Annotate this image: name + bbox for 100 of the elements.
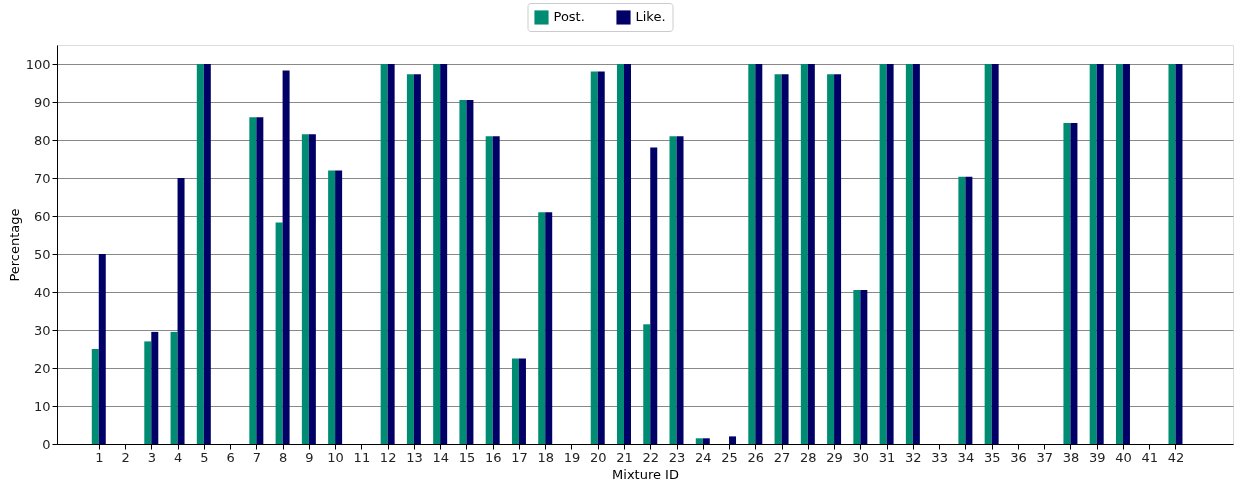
- bar: [781, 74, 789, 444]
- bar: [616, 64, 624, 444]
- legend-label: Like.: [635, 9, 666, 25]
- x-tick-label: 26: [747, 449, 765, 465]
- bar: [256, 117, 264, 444]
- y-tick-label: 50: [33, 246, 51, 262]
- bar: [1175, 64, 1183, 444]
- bar: [886, 64, 894, 444]
- bar: [440, 64, 448, 444]
- x-tick-label: 29: [826, 449, 843, 465]
- bar: [1070, 122, 1078, 444]
- x-tick-label: 31: [878, 449, 896, 465]
- bar: [879, 64, 887, 444]
- x-axis-title: Mixture ID: [612, 466, 679, 482]
- bar: [991, 64, 999, 444]
- bar: [328, 170, 336, 444]
- x-tick-label: 19: [563, 449, 581, 465]
- bar: [301, 134, 309, 444]
- x-tick-label: 34: [957, 449, 975, 465]
- bar: [676, 136, 684, 444]
- bar: [144, 341, 152, 444]
- x-tick-label: 17: [511, 449, 528, 465]
- x-tick-label: 16: [484, 449, 502, 465]
- bar: [380, 64, 388, 444]
- y-axis-title: Percentage: [6, 208, 22, 282]
- x-tick-label: 39: [1088, 449, 1106, 465]
- x-tick-label: 20: [589, 449, 607, 465]
- bar: [702, 438, 710, 444]
- x-tick-label: 12: [379, 449, 397, 465]
- bar: [827, 74, 835, 444]
- bar: [774, 74, 782, 444]
- x-tick-label: 42: [1167, 449, 1185, 465]
- bar: [1089, 64, 1097, 444]
- y-tick-label: 90: [33, 94, 51, 110]
- x-tick-label: 6: [226, 449, 235, 465]
- x-tick-label: 30: [852, 449, 870, 465]
- bar: [406, 74, 414, 444]
- x-tick-label: 32: [905, 449, 922, 465]
- x-tick-label: 10: [327, 449, 344, 465]
- x-tick-label: 13: [406, 449, 423, 465]
- x-tick-label: 1: [95, 449, 104, 465]
- bar: [755, 64, 763, 444]
- bar: [492, 136, 500, 444]
- y-tick-label: 40: [33, 284, 51, 300]
- bar: [433, 64, 441, 444]
- y-tick-label: 20: [33, 360, 51, 376]
- bar: [413, 74, 421, 444]
- bar: [1115, 64, 1123, 444]
- y-tick-label: 70: [33, 170, 51, 186]
- x-tick-label: 28: [800, 449, 817, 465]
- x-tick-label: 3: [147, 449, 156, 465]
- x-tick-label: 25: [721, 449, 738, 465]
- bar: [669, 136, 677, 444]
- bar: [91, 349, 99, 444]
- x-tick-label: 2: [121, 449, 130, 465]
- y-tick-label: 0: [42, 436, 51, 452]
- y-tick-label: 100: [25, 56, 51, 72]
- bar: [196, 64, 204, 444]
- bar: [729, 436, 737, 444]
- bar: [650, 147, 658, 444]
- bar: [275, 222, 283, 444]
- x-tick-label: 27: [773, 449, 791, 465]
- bar: [485, 136, 493, 444]
- x-tick-label: 41: [1141, 449, 1158, 465]
- x-tick-label: 21: [616, 449, 633, 465]
- x-tick-label: 4: [173, 449, 183, 465]
- bar: [518, 358, 526, 444]
- bar: [249, 117, 257, 444]
- bar: [695, 438, 703, 444]
- x-tick-label: 11: [353, 449, 371, 465]
- bar: [905, 64, 913, 444]
- bar: [800, 64, 808, 444]
- bar: [1122, 64, 1130, 444]
- y-tick-label: 60: [33, 208, 51, 224]
- x-tick-label: 8: [278, 449, 288, 465]
- x-tick-label: 35: [983, 449, 1001, 465]
- x-tick-label: 18: [537, 449, 554, 465]
- bar: [511, 358, 519, 444]
- bar: [958, 176, 966, 444]
- x-tick-label: 40: [1115, 449, 1132, 465]
- bar: [308, 134, 316, 444]
- bar: [860, 290, 868, 444]
- bar: [1063, 122, 1071, 444]
- x-tick-label: 7: [252, 449, 261, 465]
- x-tick-label: 38: [1062, 449, 1080, 465]
- y-tick-label: 30: [33, 322, 51, 338]
- bar: [282, 70, 290, 444]
- x-tick-label: 5: [200, 449, 209, 465]
- bar: [912, 64, 920, 444]
- bar: [170, 331, 178, 444]
- x-tick-label: 14: [432, 449, 449, 465]
- x-tick-label: 15: [458, 449, 476, 465]
- bar: [1096, 64, 1104, 444]
- bar: [623, 64, 631, 444]
- bar: [459, 100, 467, 444]
- bar: [984, 64, 992, 444]
- bar: [545, 212, 553, 444]
- bar: [203, 64, 211, 444]
- bar: [98, 254, 106, 444]
- bar: [834, 74, 842, 444]
